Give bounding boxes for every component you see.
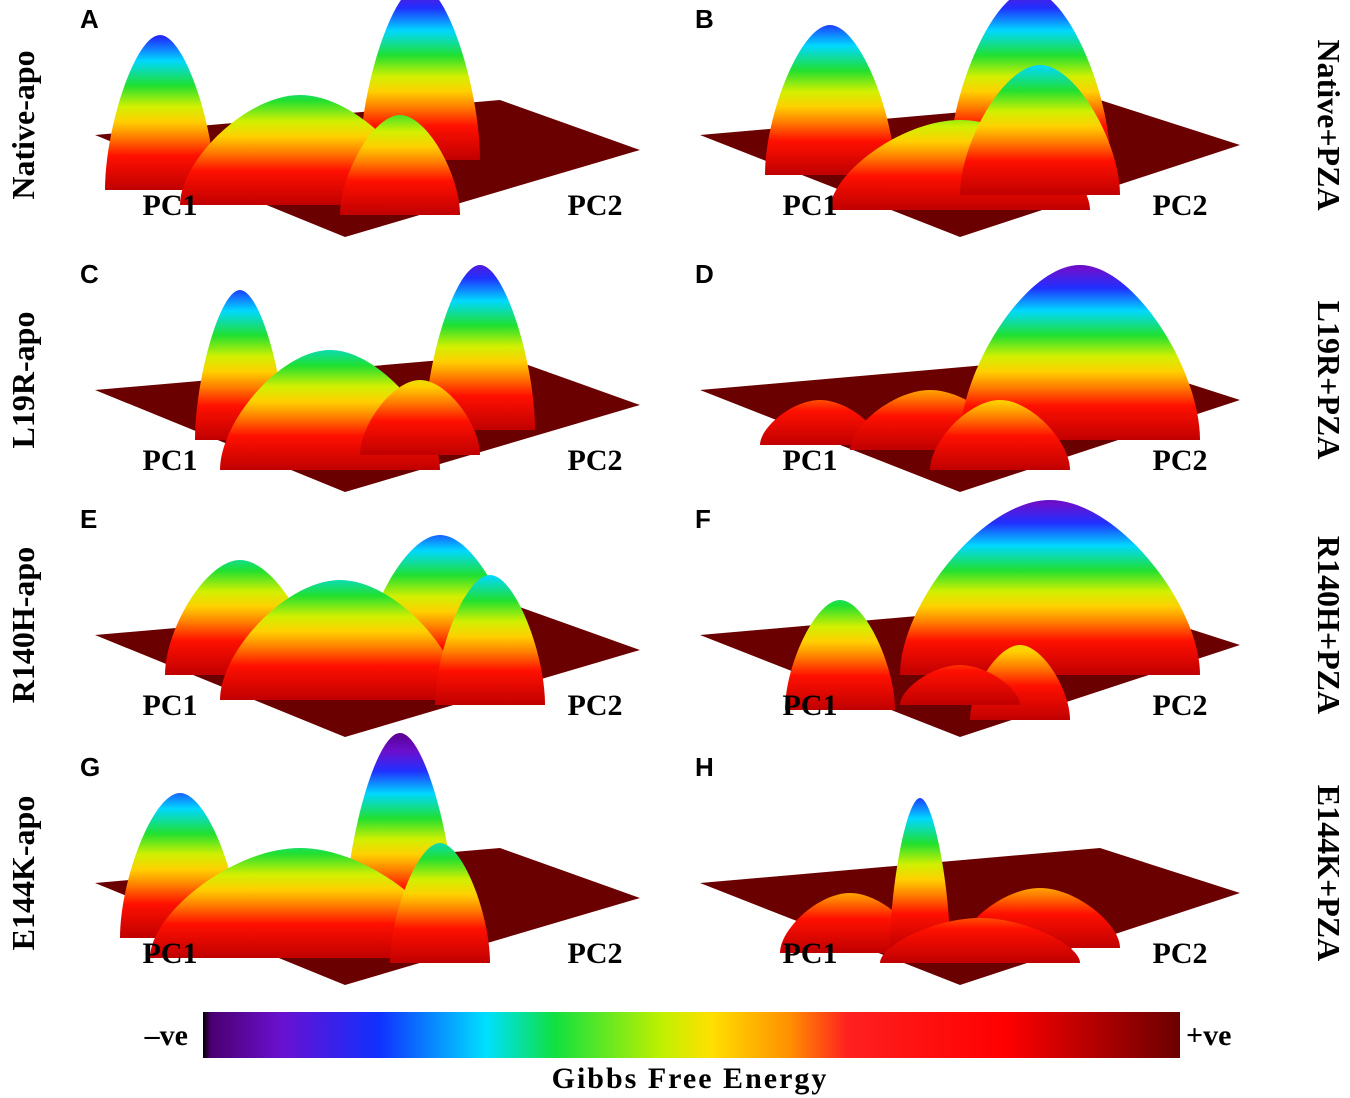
y-axis-label: PC2 xyxy=(1153,444,1208,477)
x-axis-label: PC1 xyxy=(143,189,198,222)
panel-letter: H xyxy=(695,752,714,782)
surface-hill xyxy=(760,400,880,445)
surface-hill xyxy=(930,400,1070,470)
surface-hill xyxy=(765,25,895,175)
panel-letter: B xyxy=(695,4,714,34)
colorbar-title: Gibbs Free Energy xyxy=(552,1062,829,1095)
y-axis-label: PC2 xyxy=(1153,689,1208,722)
surface-hill xyxy=(900,665,1020,705)
colorbar xyxy=(203,1012,1180,1058)
colorbar-low: –ve xyxy=(144,1019,188,1052)
surface-hill xyxy=(435,575,545,705)
surface-hill xyxy=(780,893,920,953)
panel-label: E144K+PZA xyxy=(1311,785,1347,961)
panel-letter: G xyxy=(80,752,100,782)
surface-hill xyxy=(785,600,895,710)
surface-hill xyxy=(390,843,490,963)
panel-letter: D xyxy=(695,259,714,289)
surface-hill xyxy=(150,848,450,958)
panel: A PC1 PC2 Native-apo xyxy=(5,0,640,237)
panel: B PC1 PC2 Native+PZA xyxy=(695,0,1347,237)
surface-hill xyxy=(360,380,480,455)
surface-hill xyxy=(105,35,215,190)
surface-hill xyxy=(890,798,950,948)
panel-letter: C xyxy=(80,259,99,289)
x-axis-label: PC1 xyxy=(783,937,838,970)
panel-label: Native-apo xyxy=(5,50,41,199)
y-axis-label: PC2 xyxy=(568,937,623,970)
panel-label: E144K-apo xyxy=(5,796,41,951)
panels: A PC1 PC2 Native-apo B PC1 PC2 Native+PZA C PC1 PC… xyxy=(5,0,1347,985)
x-axis-label: PC1 xyxy=(143,689,198,722)
surface-hill xyxy=(220,580,460,700)
panel: F PC1 PC2 R140H+PZA xyxy=(695,500,1347,737)
panel: G PC1 PC2 E144K-apo xyxy=(5,733,640,985)
y-axis-label: PC2 xyxy=(568,444,623,477)
x-axis-label: PC1 xyxy=(143,444,198,477)
floor xyxy=(700,848,1240,985)
x-axis-label: PC1 xyxy=(783,444,838,477)
panel: C PC1 PC2 L19R-apo xyxy=(5,259,640,492)
y-axis-label: PC2 xyxy=(568,689,623,722)
surface-hill xyxy=(880,918,1080,963)
surface-hill xyxy=(960,265,1200,440)
panel: E PC1 PC2 R140H-apo xyxy=(5,504,640,737)
panel-label: Native+PZA xyxy=(1311,39,1347,210)
panel-label: L19R+PZA xyxy=(1311,301,1347,460)
y-axis-label: PC2 xyxy=(568,189,623,222)
panel-label: L19R-apo xyxy=(5,312,41,449)
colorbar-high: +ve xyxy=(1186,1019,1231,1052)
y-axis-label: PC2 xyxy=(1153,937,1208,970)
x-axis-label: PC1 xyxy=(783,689,838,722)
surface-hill xyxy=(960,65,1120,195)
surface-hill xyxy=(900,500,1200,675)
panel: D PC1 PC2 L19R+PZA xyxy=(695,259,1347,492)
panel-label: R140H-apo xyxy=(5,547,41,703)
x-axis-label: PC1 xyxy=(143,937,198,970)
panel-letter: F xyxy=(695,504,711,534)
panel-label: R140H+PZA xyxy=(1311,536,1347,714)
y-axis-label: PC2 xyxy=(1153,189,1208,222)
panel-letter: A xyxy=(80,4,99,34)
surface-hill xyxy=(340,115,460,215)
panel-letter: E xyxy=(80,504,97,534)
panel: H PC1 PC2 E144K+PZA xyxy=(695,752,1347,985)
surface-hill xyxy=(425,265,535,430)
x-axis-label: PC1 xyxy=(783,189,838,222)
